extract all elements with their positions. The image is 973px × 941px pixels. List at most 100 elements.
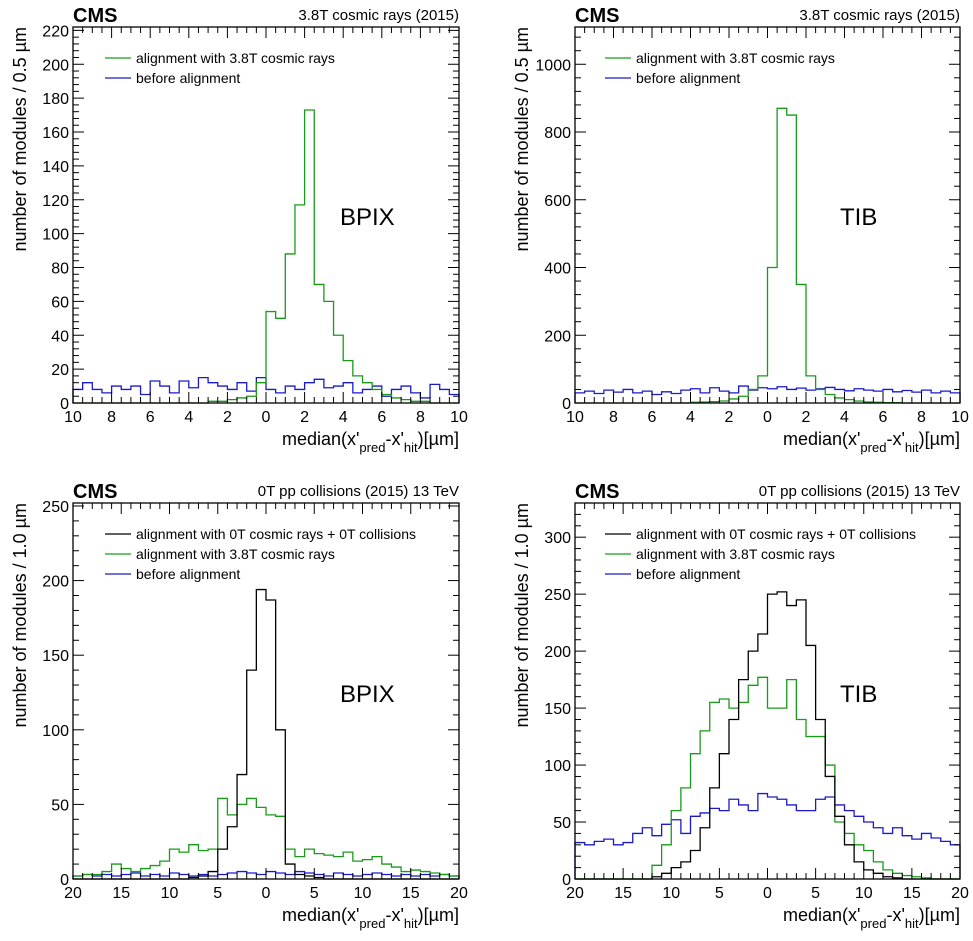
y-tick-label: 80 <box>51 261 69 278</box>
y-tick-label: 400 <box>544 261 571 278</box>
x-tick-label: 6 <box>879 409 888 426</box>
detector-label: TIB <box>840 681 877 708</box>
histogram-series-2 <box>574 792 961 879</box>
x-tick-label: 8 <box>917 409 926 426</box>
x-axis-label: median(x'pred-x'hit)[µm] <box>282 429 459 455</box>
histograms <box>574 591 961 880</box>
y-tick-label: 200 <box>42 574 69 591</box>
legend: alignment with 3.8T cosmic rays before al… <box>105 50 335 86</box>
panel-header: 3.8T cosmic rays (2015) <box>298 7 459 24</box>
x-tick-label: 10 <box>566 409 584 426</box>
y-tick-label: 0 <box>562 396 571 413</box>
x-tick-label: 20 <box>566 885 584 902</box>
cms-label: CMS <box>73 481 117 503</box>
y-axis-label: number of modules / 0.5 µm <box>10 27 30 251</box>
y-tick-label: 100 <box>42 723 69 740</box>
legend: alignment with 0T cosmic rays + 0T colli… <box>605 526 916 582</box>
x-tick-label: 0 <box>763 409 772 426</box>
legend-entry: alignment with 0T cosmic rays + 0T colli… <box>636 526 916 542</box>
x-tick-label: 8 <box>416 409 425 426</box>
histograms <box>72 588 460 880</box>
legend: alignment with 3.8T cosmic rays before al… <box>605 50 835 86</box>
legend: alignment with 0T cosmic rays + 0T colli… <box>105 526 416 582</box>
x-tick-label: 2 <box>223 409 232 426</box>
x-tick-label: 10 <box>354 885 372 902</box>
legend-entry: alignment with 3.8T cosmic rays <box>636 50 835 66</box>
plot-frame <box>574 26 961 404</box>
legend-entry: alignment with 3.8T cosmic rays <box>136 546 335 562</box>
cms-label: CMS <box>73 5 117 27</box>
x-tick-label: 5 <box>715 885 724 902</box>
x-tick-label: 5 <box>213 885 222 902</box>
panel-header: 0T pp collisions (2015) 13 TeV <box>759 483 960 500</box>
y-tick-label: 50 <box>553 815 571 832</box>
x-tick-label: 15 <box>112 885 130 902</box>
x-tick-label: 10 <box>855 885 873 902</box>
x-tick-label: 4 <box>184 409 193 426</box>
y-tick-label: 100 <box>544 758 571 775</box>
y-tick-label: 800 <box>544 125 571 142</box>
y-tick-label: 1000 <box>535 57 571 74</box>
y-tick-label: 100 <box>42 227 69 244</box>
y-tick-label: 300 <box>544 530 571 547</box>
histogram-series-1 <box>574 385 961 403</box>
y-tick-label: 600 <box>544 193 571 210</box>
x-tick-label: 20 <box>450 885 468 902</box>
x-tick-label: 15 <box>614 885 632 902</box>
x-tick-label: 2 <box>300 409 309 426</box>
detector-label: BPIX <box>340 204 395 231</box>
y-axis-label: number of modules / 1.0 µm <box>512 503 532 727</box>
x-tick-label: 8 <box>107 409 116 426</box>
panel-header: 3.8T cosmic rays (2015) <box>799 7 960 24</box>
legend-entry: alignment with 0T cosmic rays + 0T colli… <box>136 526 416 542</box>
y-tick-label: 0 <box>562 872 571 889</box>
histogram-series-0 <box>575 107 960 404</box>
legend-entry: before alignment <box>136 70 240 86</box>
x-tick-label: 5 <box>811 885 820 902</box>
detector-label: BPIX <box>340 681 395 708</box>
y-tick-label: 20 <box>51 362 69 379</box>
legend-entry: alignment with 3.8T cosmic rays <box>136 50 335 66</box>
y-tick-label: 140 <box>42 159 69 176</box>
y-tick-label: 0 <box>60 872 69 889</box>
cms-label: CMS <box>575 5 619 27</box>
y-tick-label: 200 <box>42 57 69 74</box>
x-tick-label: 10 <box>951 409 969 426</box>
x-axis-label: median(x'pred-x'hit)[µm] <box>783 429 960 455</box>
panel-header: 0T pp collisions (2015) 13 TeV <box>258 483 459 500</box>
histogram-series-1 <box>575 676 960 880</box>
x-tick-label: 15 <box>903 885 921 902</box>
histogram-series-0 <box>575 591 960 880</box>
y-tick-label: 200 <box>544 644 571 661</box>
y-axis-label: number of modules / 1.0 µm <box>10 503 30 727</box>
y-tick-label: 250 <box>42 499 69 516</box>
legend-entry: before alignment <box>136 566 240 582</box>
x-tick-label: 4 <box>686 409 695 426</box>
y-tick-label: 180 <box>42 91 69 108</box>
panel-tib-cosmic: CMS 3.8T cosmic rays (2015) TIB median(x… <box>512 5 969 455</box>
histogram-series-0 <box>73 109 459 404</box>
x-tick-label: 0 <box>262 409 271 426</box>
y-tick-label: 120 <box>42 193 69 210</box>
x-tick-label: 8 <box>609 409 618 426</box>
y-tick-label: 160 <box>42 125 69 142</box>
x-tick-label: 5 <box>310 885 319 902</box>
plot-frame <box>574 502 961 880</box>
panel-bpix-collisions: CMS 0T pp collisions (2015) 13 TeV BPIX … <box>10 481 468 931</box>
plot-frame <box>72 26 460 404</box>
y-tick-label: 220 <box>42 23 69 40</box>
x-tick-label: 4 <box>339 409 348 426</box>
cms-label: CMS <box>575 481 619 503</box>
x-tick-label: 15 <box>402 885 420 902</box>
panel-tib-collisions: CMS 0T pp collisions (2015) 13 TeV TIB m… <box>512 481 969 931</box>
x-tick-label: 4 <box>840 409 849 426</box>
y-tick-label: 150 <box>544 701 571 718</box>
y-axis-label: number of modules / 0.5 µm <box>512 27 532 251</box>
x-tick-label: 6 <box>377 409 386 426</box>
y-tick-label: 50 <box>51 797 69 814</box>
x-tick-label: 10 <box>161 885 179 902</box>
x-tick-label: 20 <box>64 885 82 902</box>
